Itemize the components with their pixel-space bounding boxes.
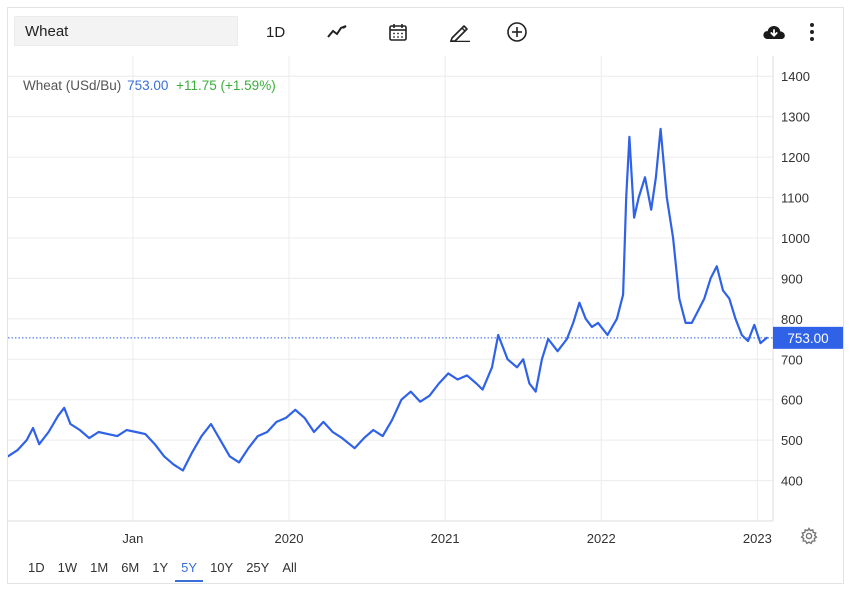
symbol-name: Wheat [25,22,69,40]
price-tag-box [773,326,843,349]
grid [8,56,774,522]
plus-circle-icon [507,22,527,42]
cloud-download-icon [763,26,785,39]
x-tick-label: 2020 [275,531,304,546]
y-tick-label: 700 [781,352,803,367]
more-vertical-icon [810,23,814,41]
download-button[interactable] [762,20,786,44]
y-tick-label: 1000 [781,231,810,246]
price-tag-label: 753.00 [787,331,828,346]
interval-button[interactable]: 1D [266,20,285,44]
last-price-marker: 753.00 [8,326,843,349]
y-tick-label: 1100 [781,191,809,206]
y-tick-label: 800 [781,312,803,327]
draw-button[interactable] [448,20,472,44]
range-button-1y[interactable]: 1Y [152,560,169,575]
more-options-button[interactable] [808,20,816,44]
y-tick-label: 500 [781,433,803,448]
pencil-icon [450,25,470,42]
calendar-icon [389,24,407,41]
x-tick-label: 2021 [431,531,460,546]
range-button-1w[interactable]: 1W [57,560,78,575]
line-chart-icon [327,25,347,38]
price-series-line [8,127,768,472]
range-button-10y[interactable]: 10Y [210,560,234,575]
x-axis-labels: Jan 2020 2021 2022 2023 [122,531,771,546]
add-indicator-button[interactable] [506,20,528,44]
y-tick-label: 400 [781,474,803,489]
x-tick-label: 2022 [587,531,616,546]
range-button-all[interactable]: All [282,560,297,575]
range-button-6m[interactable]: 6M [121,560,140,575]
y-tick-label: 900 [781,271,803,286]
x-tick-label: Jan [122,531,143,546]
y-tick-label: 600 [781,393,803,408]
y-tick-label: 1200 [781,150,810,165]
range-button-5y[interactable]: 5Y [175,558,203,582]
legend-instrument: Wheat (USd/Bu) [23,78,122,93]
series-layer [8,127,768,472]
interval-label: 1D [266,23,286,41]
symbol-search-box[interactable]: Wheat [14,16,238,46]
chart-widget: Wheat 1D [7,7,844,584]
chart-type-button[interactable] [326,20,348,44]
y-tick-label: 1400 [781,69,810,84]
settings-gear-icon[interactable] [800,527,818,545]
toolbar: Wheat 1D [8,8,843,56]
date-range-button[interactable] [388,20,408,44]
range-button-25y[interactable]: 25Y [246,560,270,575]
legend-price: 753.00 [127,78,169,93]
chart-legend: Wheat (USd/Bu) 753.00 +11.75 (+1.59%) [23,78,276,93]
range-button-1m[interactable]: 1M [90,560,109,575]
legend-change: +11.75 (+1.59%) [176,78,276,93]
range-selector: 1D 1W 1M 6M 1Y 5Y 10Y 25Y All [22,558,304,582]
y-axis-labels: 400 500 600 700 800 900 1000 1100 1200 1300 1400 [781,69,810,488]
price-chart[interactable]: 400 500 600 700 800 900 1000 1100 1200 1300 1400 J… [8,8,845,553]
x-tick-label: 2023 [743,531,772,546]
range-button-1d[interactable]: 1D [28,560,45,575]
y-tick-label: 1300 [781,110,810,125]
